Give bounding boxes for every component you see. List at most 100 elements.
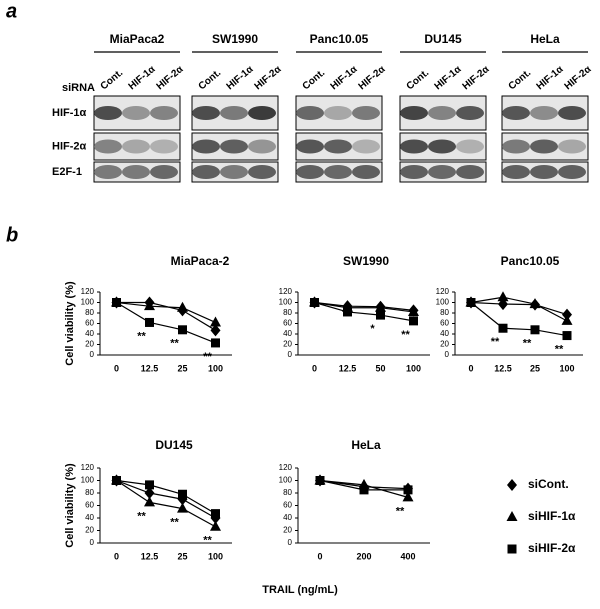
band: [352, 165, 380, 179]
x-tick-label: 100: [559, 363, 574, 373]
marker: [376, 310, 385, 320]
marker: [561, 314, 573, 325]
legend-item: siHIF-2α: [507, 541, 576, 555]
chart-title: SW1990: [343, 254, 389, 268]
band: [456, 139, 484, 154]
y-tick-label: 60: [440, 319, 449, 328]
band: [296, 106, 324, 120]
band: [530, 165, 558, 179]
marker: [315, 476, 325, 485]
y-tick-label: 100: [279, 476, 293, 485]
marker: [178, 325, 187, 335]
chart-title: MiaPaca-2: [171, 254, 230, 268]
x-tick-label: 400: [400, 551, 415, 561]
marker: [529, 298, 541, 309]
band: [296, 139, 324, 154]
legend-label: siHIF-2α: [528, 541, 576, 555]
x-axis-label: TRAIL (ng/mL): [262, 584, 338, 596]
chart-title: Panc10.05: [501, 254, 560, 268]
lane-label: HIF-1α: [225, 63, 257, 92]
cell-line-name: DU145: [424, 32, 462, 46]
legend-label: siCont.: [528, 477, 569, 491]
y-tick-label: 80: [85, 308, 94, 317]
y-tick-label: 40: [85, 513, 94, 522]
y-tick-label: 80: [85, 488, 94, 497]
band: [352, 139, 380, 154]
band: [150, 106, 178, 120]
x-tick-label: 0: [317, 551, 322, 561]
lane-label: HIF-2α: [461, 63, 493, 92]
y-tick-label: 120: [279, 463, 293, 472]
annotation: **: [137, 510, 146, 522]
y-tick-label: 80: [283, 308, 292, 317]
band: [400, 165, 428, 179]
marker: [210, 324, 221, 337]
y-tick-label: 20: [440, 340, 449, 349]
band: [428, 165, 456, 179]
series-line: [470, 301, 568, 316]
band: [150, 165, 178, 179]
marker: [112, 476, 121, 485]
band: [324, 139, 352, 154]
annotation: **: [170, 338, 179, 350]
y-tick-label: 100: [436, 298, 450, 307]
series-line: [116, 301, 216, 344]
annotation: **: [401, 329, 410, 341]
chart-title: HeLa: [351, 438, 381, 452]
band: [352, 106, 380, 120]
series-line: [314, 301, 414, 322]
band: [122, 106, 150, 120]
x-tick-label: 25: [177, 363, 187, 373]
y-tick-label: 0: [90, 350, 95, 359]
band: [324, 106, 352, 120]
band: [558, 106, 586, 120]
series-line: [116, 479, 216, 528]
marker: [211, 509, 220, 519]
band: [220, 139, 248, 154]
annotation: **: [170, 517, 179, 529]
legend-marker: [507, 544, 517, 554]
x-tick-label: 12.5: [141, 363, 159, 373]
lane-label: HIF-1α: [535, 63, 567, 92]
y-axis-label: Cell viability (%): [64, 281, 76, 366]
marker: [145, 317, 154, 327]
band: [456, 106, 484, 120]
y-tick-label: 40: [440, 329, 449, 338]
y-tick-label: 40: [85, 329, 94, 338]
band: [220, 165, 248, 179]
marker: [210, 520, 221, 531]
series-line: [116, 479, 216, 515]
marker: [375, 301, 386, 312]
band: [502, 139, 530, 154]
annotation: **: [555, 343, 564, 355]
band: [122, 139, 150, 154]
marker: [144, 487, 155, 499]
lane-label: Cont.: [99, 67, 126, 92]
y-tick-label: 60: [283, 501, 292, 510]
band: [324, 165, 352, 179]
cell-line-name: HeLa: [530, 32, 560, 46]
marker: [144, 300, 155, 311]
y-tick-label: 100: [81, 298, 95, 307]
marker: [112, 298, 121, 307]
marker: [408, 305, 419, 316]
band: [192, 165, 220, 179]
band: [150, 139, 178, 154]
annotation: **: [137, 330, 146, 342]
x-tick-label: 25: [530, 363, 540, 373]
y-tick-label: 40: [283, 513, 292, 522]
legend-marker: [507, 479, 517, 491]
marker: [343, 307, 352, 317]
series-line: [470, 296, 568, 322]
row-header: siRNA: [62, 82, 95, 94]
band: [248, 139, 276, 154]
annotation: **: [523, 338, 532, 350]
series-line: [116, 479, 216, 519]
x-tick-label: 12.5: [141, 551, 159, 561]
band: [220, 106, 248, 120]
x-tick-label: 100: [208, 551, 223, 561]
x-tick-label: 100: [406, 363, 421, 373]
panel-label: b: [6, 224, 18, 246]
